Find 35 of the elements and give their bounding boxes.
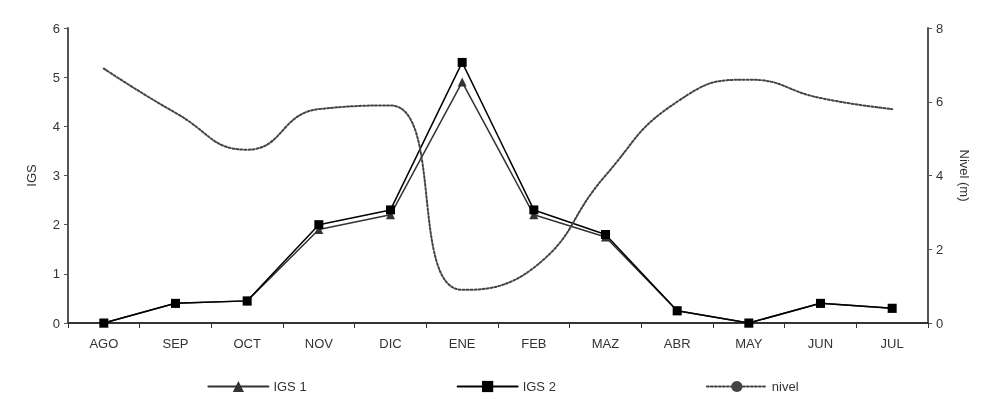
y2-tick-label: 2	[936, 241, 944, 257]
point	[386, 205, 395, 215]
y-tick-label: 2	[52, 217, 60, 233]
x-tick-label: JUL	[880, 336, 904, 351]
y-tick-label: 3	[52, 168, 60, 183]
y-tick-label: 5	[52, 69, 60, 85]
y-tick-label: 4	[52, 118, 60, 134]
y2-tick-label: 4	[936, 168, 944, 183]
x-tick-label: SEP	[162, 336, 189, 351]
point	[457, 57, 467, 67]
point	[314, 220, 324, 230]
point	[457, 77, 467, 87]
x-tick-label: AGO	[89, 336, 119, 351]
x-tick-label: MAY	[735, 336, 763, 351]
point	[529, 205, 539, 215]
x-tick-label: ENE	[448, 336, 476, 351]
legend-label: nivel	[771, 379, 799, 394]
line-series	[102, 67, 894, 291]
x-tick-label: ABR	[663, 336, 691, 351]
y2-tick-label: 0	[936, 315, 944, 331]
y-tick-label: 6	[52, 20, 60, 36]
legend-label: IGS 1	[273, 379, 307, 394]
y2-axis-title: Nivel (m)	[957, 149, 972, 202]
x-tick-label: OCT	[233, 336, 261, 351]
y2-tick-label: 6	[936, 94, 944, 110]
x-tick-label: NOV	[304, 336, 334, 351]
x-tick-label: MAZ	[591, 336, 620, 351]
legend-label: IGS 2	[522, 379, 556, 394]
y2-tick-label: 8	[936, 20, 944, 36]
x-tick-label: JUN	[807, 336, 834, 351]
y-tick-label: 1	[52, 266, 60, 282]
x-tick-label: DIC	[379, 336, 402, 351]
y-tick-label: 0	[52, 315, 60, 331]
x-tick-label: FEB	[521, 336, 547, 351]
y-axis-title: IGS	[24, 163, 39, 187]
